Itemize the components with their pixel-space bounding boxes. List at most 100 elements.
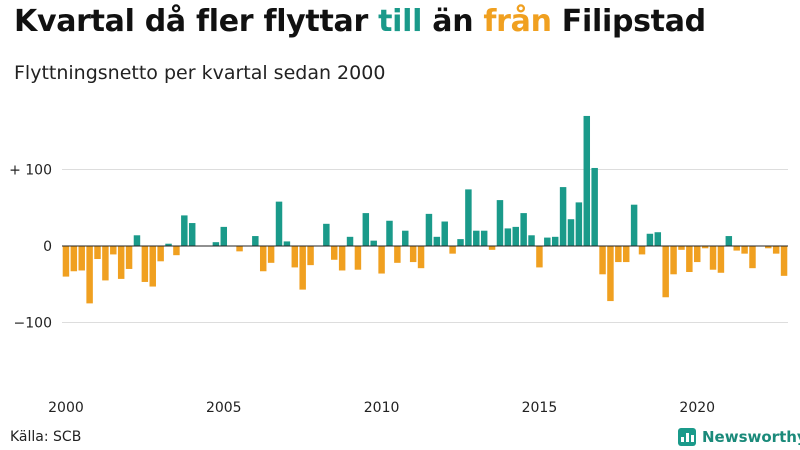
bar-positive bbox=[591, 167, 598, 246]
bar-positive bbox=[646, 233, 654, 246]
title-part-3: Filipstad bbox=[551, 4, 706, 39]
bar-negative bbox=[354, 246, 362, 270]
bar-positive bbox=[473, 230, 480, 246]
bar-positive bbox=[252, 236, 259, 247]
bar-positive bbox=[520, 213, 527, 246]
brand-name: Newsworthy bbox=[702, 428, 800, 446]
bar-negative bbox=[717, 246, 725, 273]
bar-negative bbox=[488, 246, 496, 250]
bar-positive bbox=[567, 219, 575, 246]
bar-negative bbox=[378, 246, 385, 274]
bar-positive bbox=[465, 189, 472, 246]
bar-negative bbox=[70, 246, 78, 272]
bar-negative bbox=[267, 246, 275, 263]
bar-negative bbox=[749, 246, 756, 269]
bar-positive bbox=[544, 237, 551, 247]
bar-negative bbox=[741, 246, 748, 254]
bar-negative bbox=[409, 246, 417, 263]
bar-positive bbox=[133, 235, 141, 246]
title-part-1: Kvartal då fler flyttar bbox=[14, 4, 379, 39]
bar-positive bbox=[283, 241, 291, 246]
bar-negative bbox=[607, 246, 614, 302]
x-tick-label: 2005 bbox=[206, 400, 242, 416]
bar-positive bbox=[165, 243, 172, 246]
chart-subtitle: Flyttningsnetto per kvartal sedan 2000 bbox=[14, 62, 386, 84]
bar-negative bbox=[701, 246, 709, 249]
bar-positive bbox=[212, 242, 220, 247]
bar-negative bbox=[299, 246, 306, 290]
bar-positive bbox=[441, 221, 448, 246]
bar-negative bbox=[236, 246, 243, 252]
bar-positive bbox=[402, 230, 409, 246]
bar-negative bbox=[125, 246, 133, 269]
bar-negative bbox=[615, 246, 622, 263]
bar-positive bbox=[575, 202, 583, 246]
bar-negative bbox=[772, 246, 780, 254]
y-tick-label: −100 bbox=[14, 316, 52, 332]
bar-negative bbox=[670, 246, 677, 275]
title-out-word: från bbox=[483, 4, 552, 39]
bar-negative bbox=[78, 246, 85, 271]
bar-negative bbox=[686, 246, 693, 273]
bar-negative bbox=[94, 246, 101, 260]
bar-positive bbox=[425, 213, 433, 246]
x-tick-label: 2000 bbox=[48, 400, 84, 416]
bar-negative bbox=[110, 246, 117, 255]
newsworthy-logo[interactable]: Newsworthy bbox=[678, 426, 800, 448]
bar-positive bbox=[583, 115, 591, 246]
bar-negative bbox=[733, 246, 740, 251]
bar-negative bbox=[117, 246, 125, 279]
bar-positive bbox=[551, 236, 559, 246]
bar-negative bbox=[291, 246, 299, 268]
bar-negative bbox=[678, 246, 685, 250]
bar-negative bbox=[102, 246, 109, 281]
bar-negative bbox=[331, 246, 338, 260]
bar-negative bbox=[765, 246, 772, 249]
x-tick-label: 2020 bbox=[679, 400, 715, 416]
bar-positive bbox=[496, 200, 504, 246]
bar-positive bbox=[220, 226, 228, 247]
bar-negative bbox=[536, 246, 543, 268]
bar-negative bbox=[638, 246, 646, 255]
bar-negative bbox=[86, 246, 93, 304]
bar-negative bbox=[62, 246, 70, 277]
bar-negative bbox=[694, 246, 701, 263]
bar-positive bbox=[480, 230, 488, 246]
bar-negative bbox=[157, 246, 164, 262]
title-in-word: till bbox=[378, 4, 423, 39]
bar-negative bbox=[599, 246, 606, 275]
chart-logo-icon bbox=[678, 428, 696, 446]
bar-positive bbox=[504, 228, 512, 246]
bar-positive bbox=[362, 213, 370, 246]
bar-positive bbox=[528, 235, 535, 246]
bar-negative bbox=[449, 246, 456, 254]
bar-negative bbox=[662, 246, 669, 298]
bar-positive bbox=[457, 239, 464, 246]
x-tick-label: 2010 bbox=[364, 400, 400, 416]
bar-negative bbox=[394, 246, 401, 263]
chart-title: Kvartal då fler flyttar till än från Fil… bbox=[14, 4, 706, 39]
bar-negative bbox=[780, 246, 788, 276]
bar-negative bbox=[173, 246, 180, 256]
title-part-2: än bbox=[422, 4, 484, 39]
bar-positive bbox=[630, 204, 638, 246]
bar-negative bbox=[259, 246, 267, 272]
bar-negative bbox=[622, 246, 630, 263]
bar-positive bbox=[188, 223, 196, 246]
bar-positive bbox=[725, 236, 733, 247]
bar-negative bbox=[141, 246, 149, 282]
bar-positive bbox=[433, 236, 441, 246]
bar-negative bbox=[417, 246, 425, 269]
bar-positive bbox=[181, 215, 188, 246]
y-tick-label: + 100 bbox=[9, 163, 52, 179]
bar-positive bbox=[370, 240, 377, 247]
bar-positive bbox=[386, 220, 393, 246]
bar-positive bbox=[654, 232, 662, 246]
bar-negative bbox=[307, 246, 314, 266]
x-tick-label: 2015 bbox=[522, 400, 558, 416]
bar-negative bbox=[338, 246, 346, 271]
source-note: Källa: SCB bbox=[10, 429, 82, 445]
bar-positive bbox=[559, 187, 567, 246]
bar-negative bbox=[709, 246, 717, 270]
